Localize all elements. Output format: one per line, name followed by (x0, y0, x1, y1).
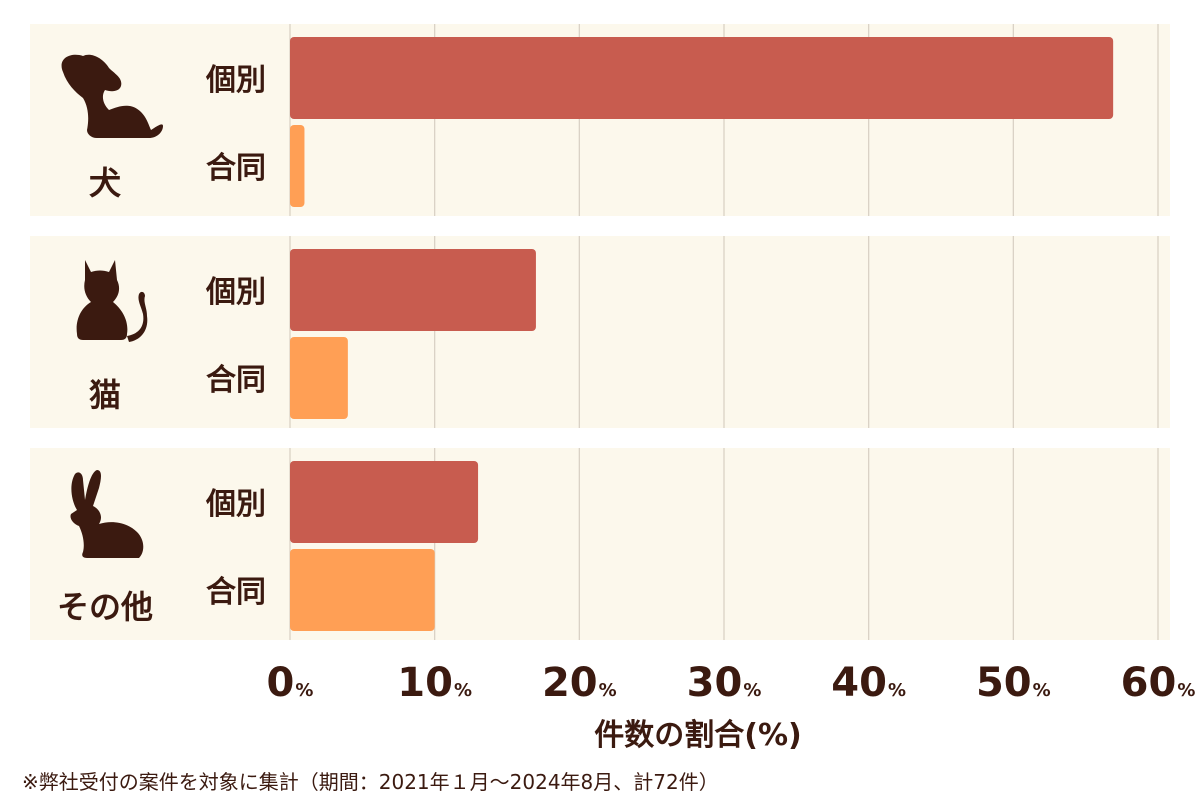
cat-icon (76, 260, 148, 342)
group-label: 猫 (89, 376, 121, 414)
group-panel (30, 448, 1170, 640)
icons (61, 54, 163, 558)
footnote: ※弊社受付の案件を対象に集計（期間：2021年１月～2024年8月、計72件） (22, 770, 719, 794)
rabbit-icon (70, 470, 144, 558)
bars (290, 37, 1114, 631)
bar-joint-2 (290, 549, 435, 631)
bar-joint-0 (290, 125, 305, 207)
x-tick-label: 50% (976, 660, 1051, 706)
x-tick-label: 60% (1121, 660, 1196, 706)
x-tick-label: 40% (831, 660, 906, 706)
bar-category-label: 個別 (205, 487, 266, 522)
group-panel (30, 236, 1170, 428)
x-tick-label: 10% (397, 660, 472, 706)
bar-category-label: 合同 (206, 575, 266, 610)
x-tick-labels: 0% 10% 20% 30% 40% 50% 60% (267, 660, 1196, 706)
group-label: その他 (57, 588, 153, 626)
bar-individual-1 (290, 249, 536, 331)
x-tick-label: 20% (542, 660, 617, 706)
bar-category-label: 合同 (206, 363, 266, 398)
bar-individual-0 (290, 37, 1114, 119)
x-tick-label: 0% (267, 660, 314, 706)
bar-category-label: 個別 (205, 63, 266, 98)
x-axis-title: 件数の割合(%) (594, 718, 801, 753)
bar-category-label: 合同 (206, 151, 266, 186)
x-tick-label: 30% (687, 660, 762, 706)
bar-individual-2 (290, 461, 479, 543)
group-label: 犬 (89, 164, 121, 202)
dog-icon (61, 54, 163, 139)
bar-category-label: 個別 (205, 275, 266, 310)
bar-joint-1 (290, 337, 348, 419)
